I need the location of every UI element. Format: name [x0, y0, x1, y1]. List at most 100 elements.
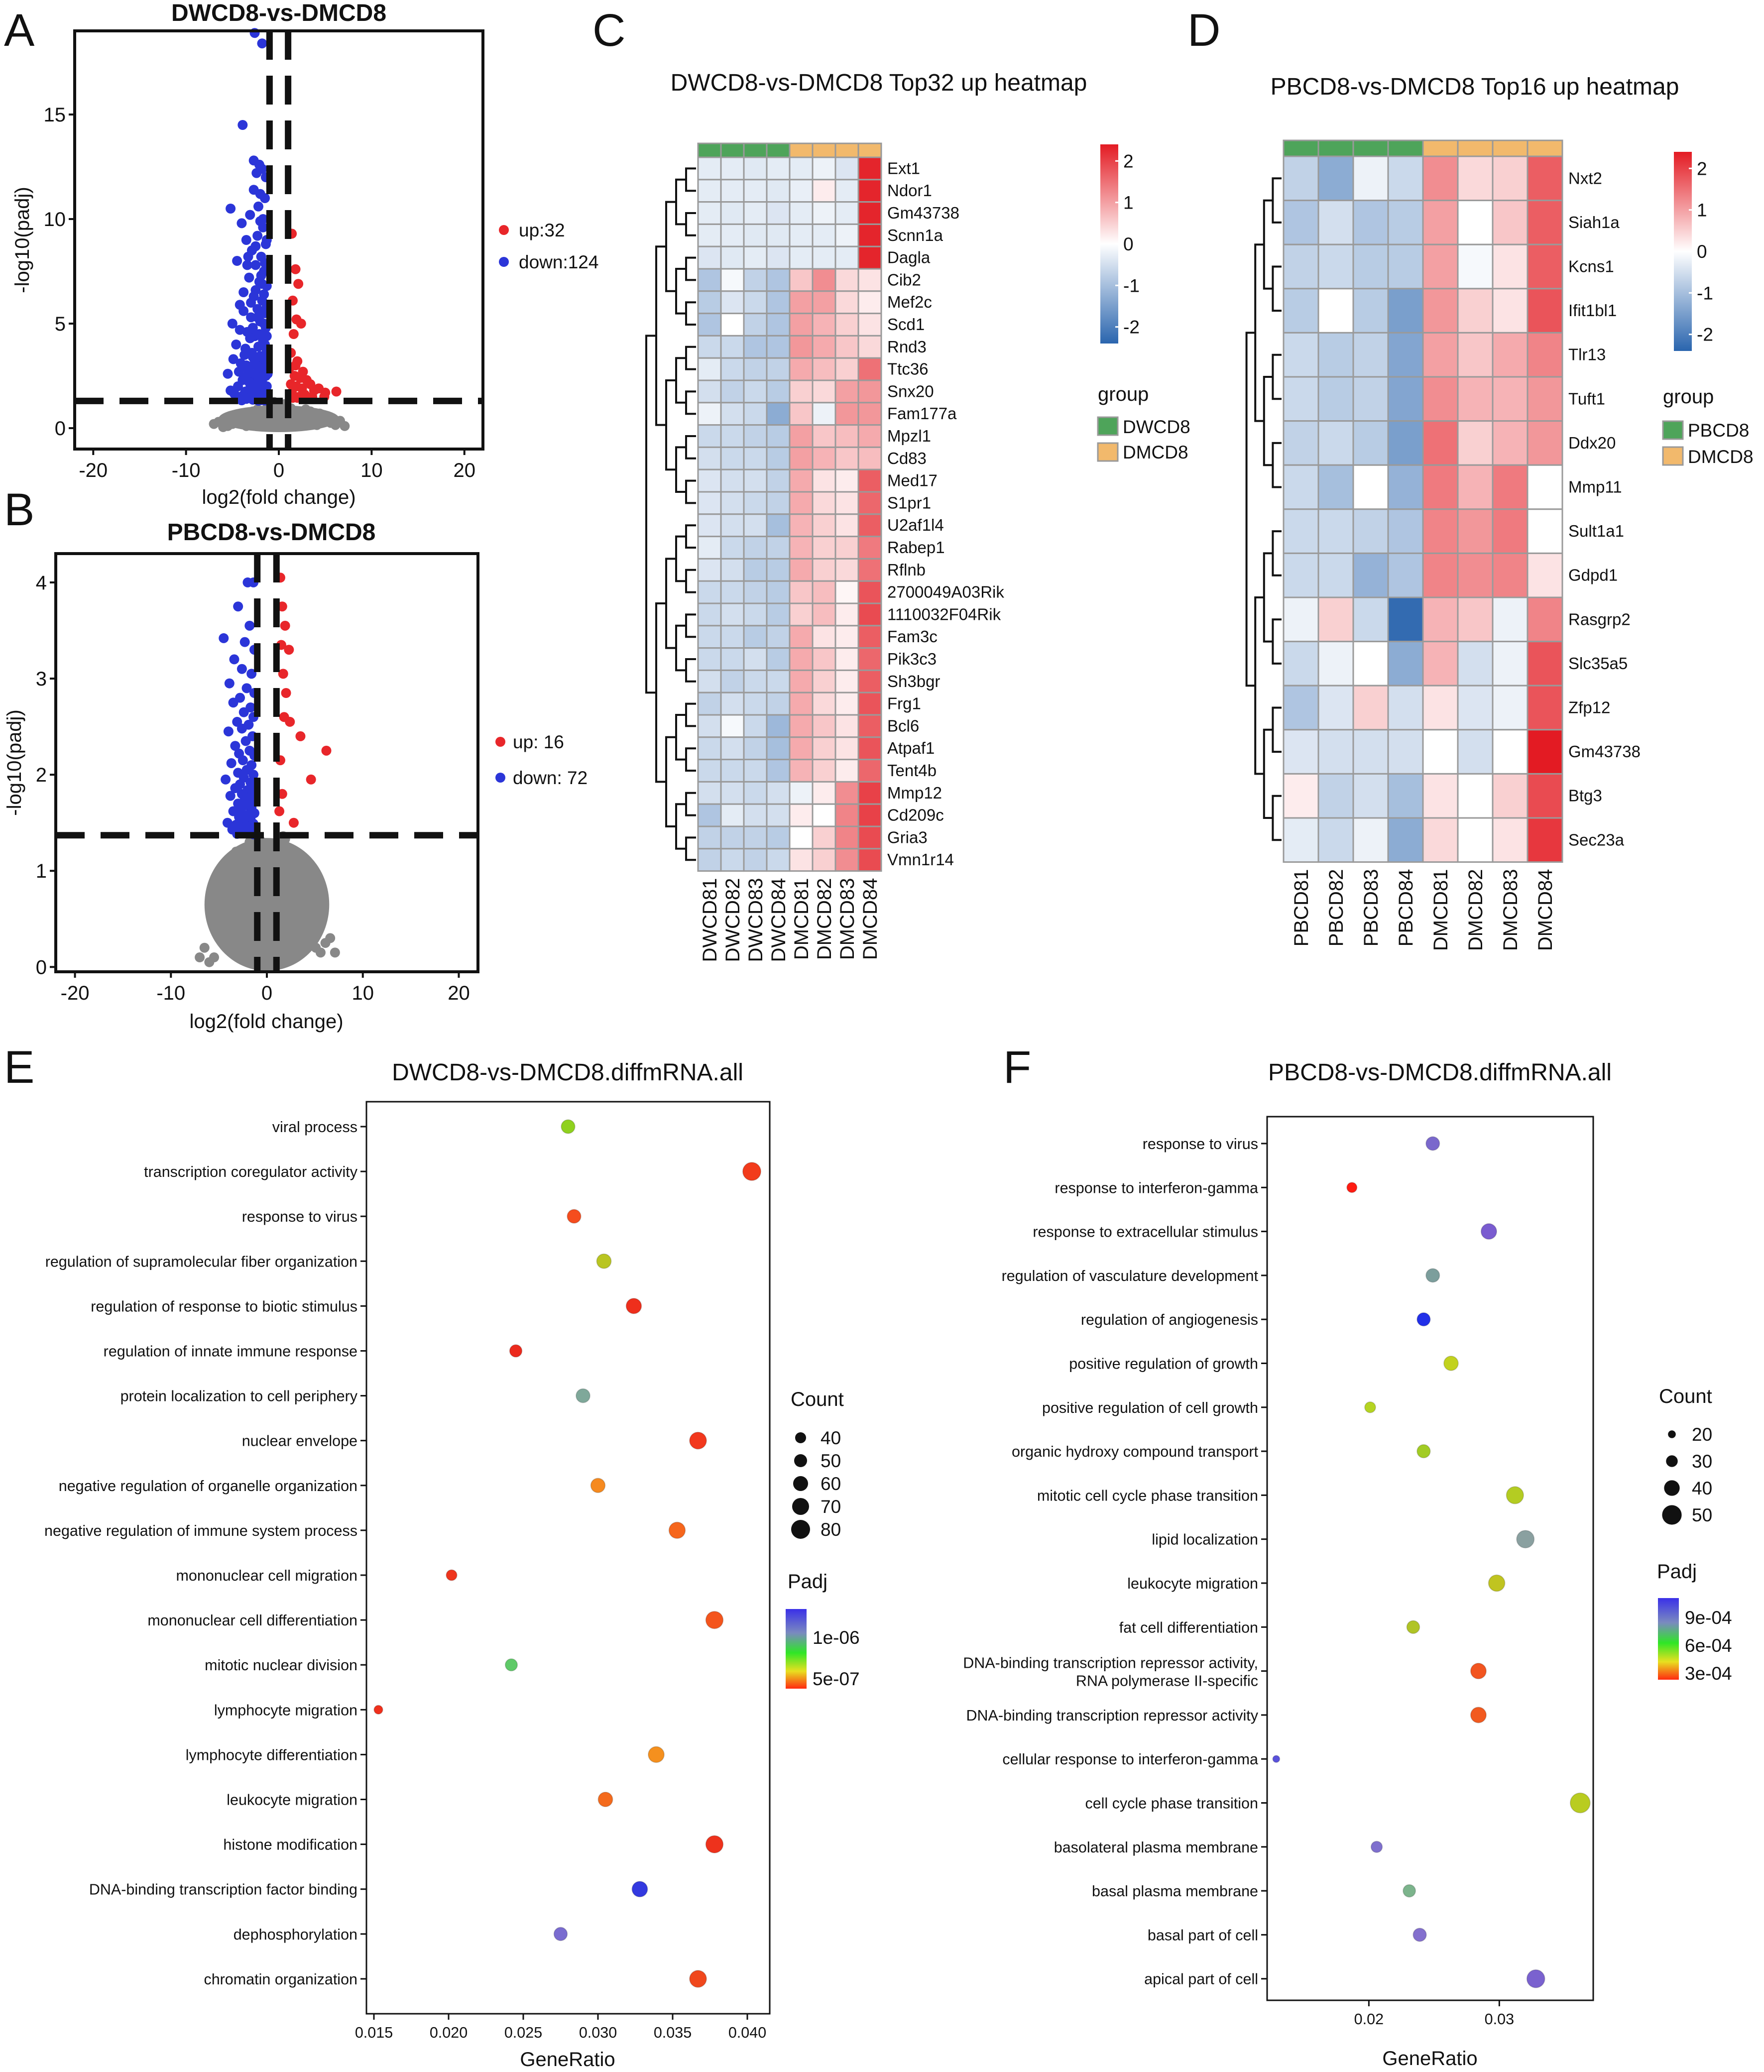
up-point	[285, 716, 295, 727]
gene-label: Frg1	[887, 694, 921, 713]
heatmap-cell	[1527, 817, 1563, 863]
term-label-line: RNA polymerase II-specific	[1076, 1673, 1258, 1690]
panel-label-b: B	[4, 484, 34, 535]
heatmap-cell	[697, 736, 722, 761]
down-point	[228, 354, 238, 364]
heatmap-cell	[1527, 685, 1563, 731]
term-label: DNA-binding transcription repressor acti…	[963, 1655, 1258, 1690]
down-point	[250, 260, 261, 270]
heatmap-cell	[1352, 288, 1389, 334]
gene-label: Pik3c3	[887, 650, 937, 668]
heatmap-cell	[697, 402, 722, 426]
heatmap-cell	[1387, 729, 1424, 775]
volcano-a-reference-lines	[75, 31, 483, 449]
heatmap-cell	[697, 446, 722, 470]
x-tick-label: 0.035	[654, 2024, 692, 2041]
sample-label: DMCD83	[836, 878, 858, 960]
heatmap-cell	[697, 491, 722, 515]
gene-label: Fam3c	[887, 627, 938, 646]
sample-label: DMCD81	[791, 878, 813, 960]
heatmap-cell	[1283, 332, 1319, 378]
sample-label: DWCD81	[699, 878, 721, 962]
dendrogram-branch	[685, 524, 696, 549]
heatmap-cell	[789, 223, 814, 247]
term-label: lymphocyte migration	[214, 1702, 357, 1719]
heatmap-cell	[812, 290, 836, 315]
heatmap-cell	[834, 402, 859, 426]
dendrogram-branch	[685, 479, 696, 504]
heatmap-cell	[743, 357, 768, 381]
padj-legend-ticks: 9e-04 6e-04 3e-04	[1685, 1608, 1732, 1684]
dotplot-e-dots	[373, 1119, 762, 1988]
dotplot-f: PBCD8-vs-DMCD8.diffmRNA.all response to …	[963, 1059, 1732, 2070]
heatmap-cell	[1457, 596, 1494, 643]
term-label: basolateral plasma membrane	[1054, 1839, 1258, 1856]
heatmap-cell	[1283, 288, 1319, 334]
heatmap-cell	[720, 424, 745, 448]
dotplot-f-dots	[1272, 1136, 1591, 1988]
heatmap-cell	[1387, 243, 1424, 290]
dendrogram-branch	[675, 803, 686, 850]
heatmap-cell	[766, 156, 791, 181]
term-dot	[1406, 1620, 1420, 1634]
heatmap-cell	[1352, 200, 1389, 245]
gene-label: Ddx20	[1568, 434, 1616, 452]
down-point	[224, 678, 235, 689]
heatmap-cell	[1387, 552, 1424, 598]
heatmap-cell	[743, 179, 768, 203]
heatmap-cell	[1352, 508, 1389, 554]
group-annotation-cell	[834, 142, 859, 158]
down-point	[239, 637, 250, 647]
heatmap-cell	[697, 558, 722, 582]
term-label: response to extracellular stimulus	[1033, 1224, 1258, 1241]
heatmap-cell	[834, 736, 859, 761]
heatmap-cell	[720, 759, 745, 783]
heatmap-cell	[1422, 376, 1459, 422]
heatmap-cell	[743, 781, 768, 805]
heatmap-cell	[1422, 641, 1459, 687]
colorbar-tick-label: -1	[1123, 275, 1140, 296]
x-tick-label: 10	[352, 982, 374, 1004]
down-point	[237, 755, 248, 766]
heatmap-cell	[766, 759, 791, 783]
heatmap-cell	[1527, 596, 1563, 643]
heatmap-cell	[720, 580, 745, 604]
heatmap-cell	[812, 602, 836, 627]
heatmap-cell	[834, 379, 859, 404]
dendrogram-branch	[1263, 728, 1273, 819]
term-dot	[1412, 1928, 1427, 1942]
count-legend-label: 30	[1692, 1451, 1712, 1472]
term-label: DNA-binding transcription factor binding	[89, 1881, 357, 1898]
gene-label: Sh3bgr	[887, 672, 940, 691]
heatmap-cell	[789, 313, 814, 337]
heatmap-cell	[1457, 243, 1494, 290]
heatmap-cell	[834, 625, 859, 649]
count-legend-dot	[793, 1476, 808, 1491]
ns-point	[325, 933, 336, 943]
heatmap-cell	[720, 313, 745, 337]
heatmap-cell	[812, 848, 836, 872]
heatmap-cell	[720, 848, 745, 872]
heatmap-cell	[857, 201, 882, 225]
down-point	[261, 331, 272, 342]
heatmap-cell	[1352, 464, 1389, 510]
heatmap-cell	[1422, 155, 1459, 202]
heatmap-cell	[812, 424, 836, 448]
padj-legend-label: 6e-04	[1685, 1635, 1732, 1656]
heatmap-cell	[834, 580, 859, 604]
heatmap-cell	[766, 446, 791, 470]
ns-point	[282, 925, 292, 935]
down-point	[243, 251, 253, 262]
heatmap-cell	[1317, 729, 1354, 775]
ns-point	[195, 952, 205, 963]
group-legend-swatch-2	[1662, 446, 1684, 466]
heatmap-cell	[697, 357, 722, 381]
heatmap-cell	[789, 201, 814, 225]
heatmap-cell	[789, 156, 814, 181]
ns-point	[293, 851, 304, 862]
heatmap-cell	[834, 201, 859, 225]
heatmap-cell	[834, 268, 859, 292]
up-point	[293, 279, 304, 289]
heatmap-cell	[857, 647, 882, 671]
